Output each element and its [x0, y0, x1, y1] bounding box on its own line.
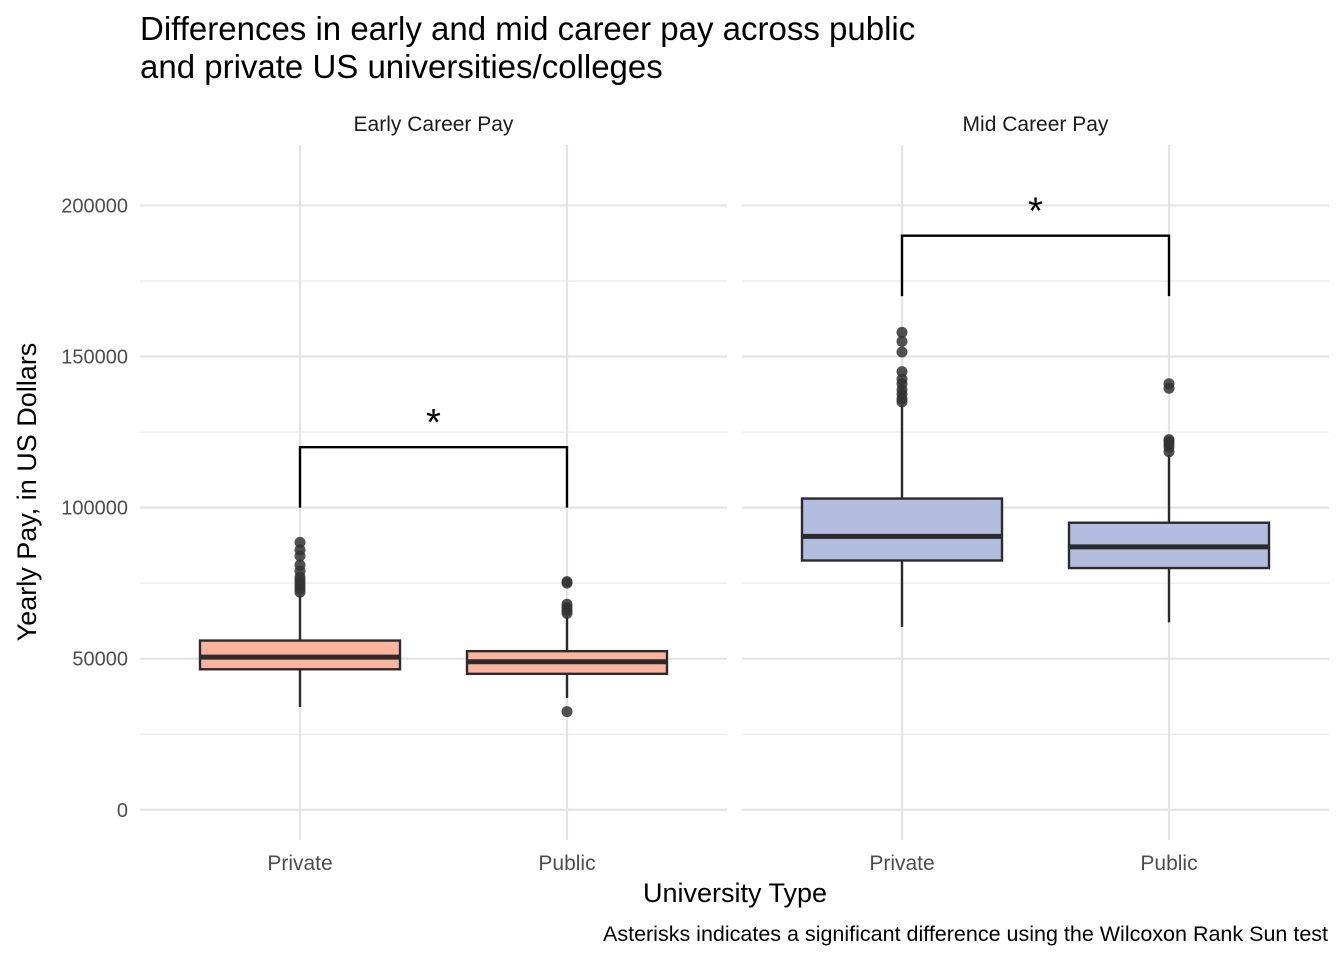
significance-asterisk: *	[1028, 191, 1043, 233]
x-axis-title: University Type	[643, 878, 827, 908]
y-tick-label: 100000	[61, 498, 128, 520]
outlier-point	[896, 346, 908, 358]
x-tick-label: Private	[267, 852, 332, 875]
significance-bracket	[900, 234, 1171, 297]
outlier-point	[561, 576, 573, 588]
y-tick-label: 150000	[61, 347, 128, 369]
boxplot-private	[198, 536, 402, 708]
significance-asterisk: *	[426, 402, 441, 444]
chart-title-line-2: and private US universities/colleges	[140, 48, 663, 85]
panel-1: Mid Career Pay Private Public *	[742, 113, 1329, 875]
x-tick-label: Public	[538, 852, 595, 875]
panel-strip-label: Mid Career Pay	[963, 113, 1109, 136]
chart-title-line-1: Differences in early and mid career pay …	[140, 10, 915, 47]
outlier-point	[1163, 378, 1175, 390]
outlier-point	[294, 559, 306, 571]
caption: Asterisks indicates a significant differ…	[603, 922, 1328, 946]
y-axis-title: Yearly Pay, in US Dollars	[12, 343, 42, 642]
boxplot-public	[465, 576, 669, 718]
significance-bracket	[298, 445, 569, 508]
outlier-point	[294, 544, 306, 556]
panel-strip-label: Early Career Pay	[354, 113, 514, 136]
outlier-point	[1163, 434, 1175, 446]
y-axis: 0 50000 100000 150000 200000	[61, 195, 128, 821]
outlier-point	[896, 373, 908, 385]
boxplot-private	[800, 326, 1004, 627]
outlier-point	[561, 598, 573, 610]
outlier-point	[561, 706, 573, 718]
x-tick-label: Private	[869, 852, 934, 875]
y-tick-label: 0	[117, 800, 128, 822]
x-tick-label: Public	[1140, 852, 1197, 875]
outlier-point	[896, 326, 908, 338]
panel-0: Early Career Pay Private Public *	[140, 113, 727, 875]
y-tick-label: 50000	[72, 649, 128, 671]
outlier-point	[896, 335, 908, 347]
outlier-point	[896, 366, 908, 378]
outlier-point	[294, 536, 306, 548]
box	[800, 497, 1004, 562]
y-tick-label: 200000	[61, 195, 128, 217]
boxplot-public	[1067, 378, 1271, 623]
